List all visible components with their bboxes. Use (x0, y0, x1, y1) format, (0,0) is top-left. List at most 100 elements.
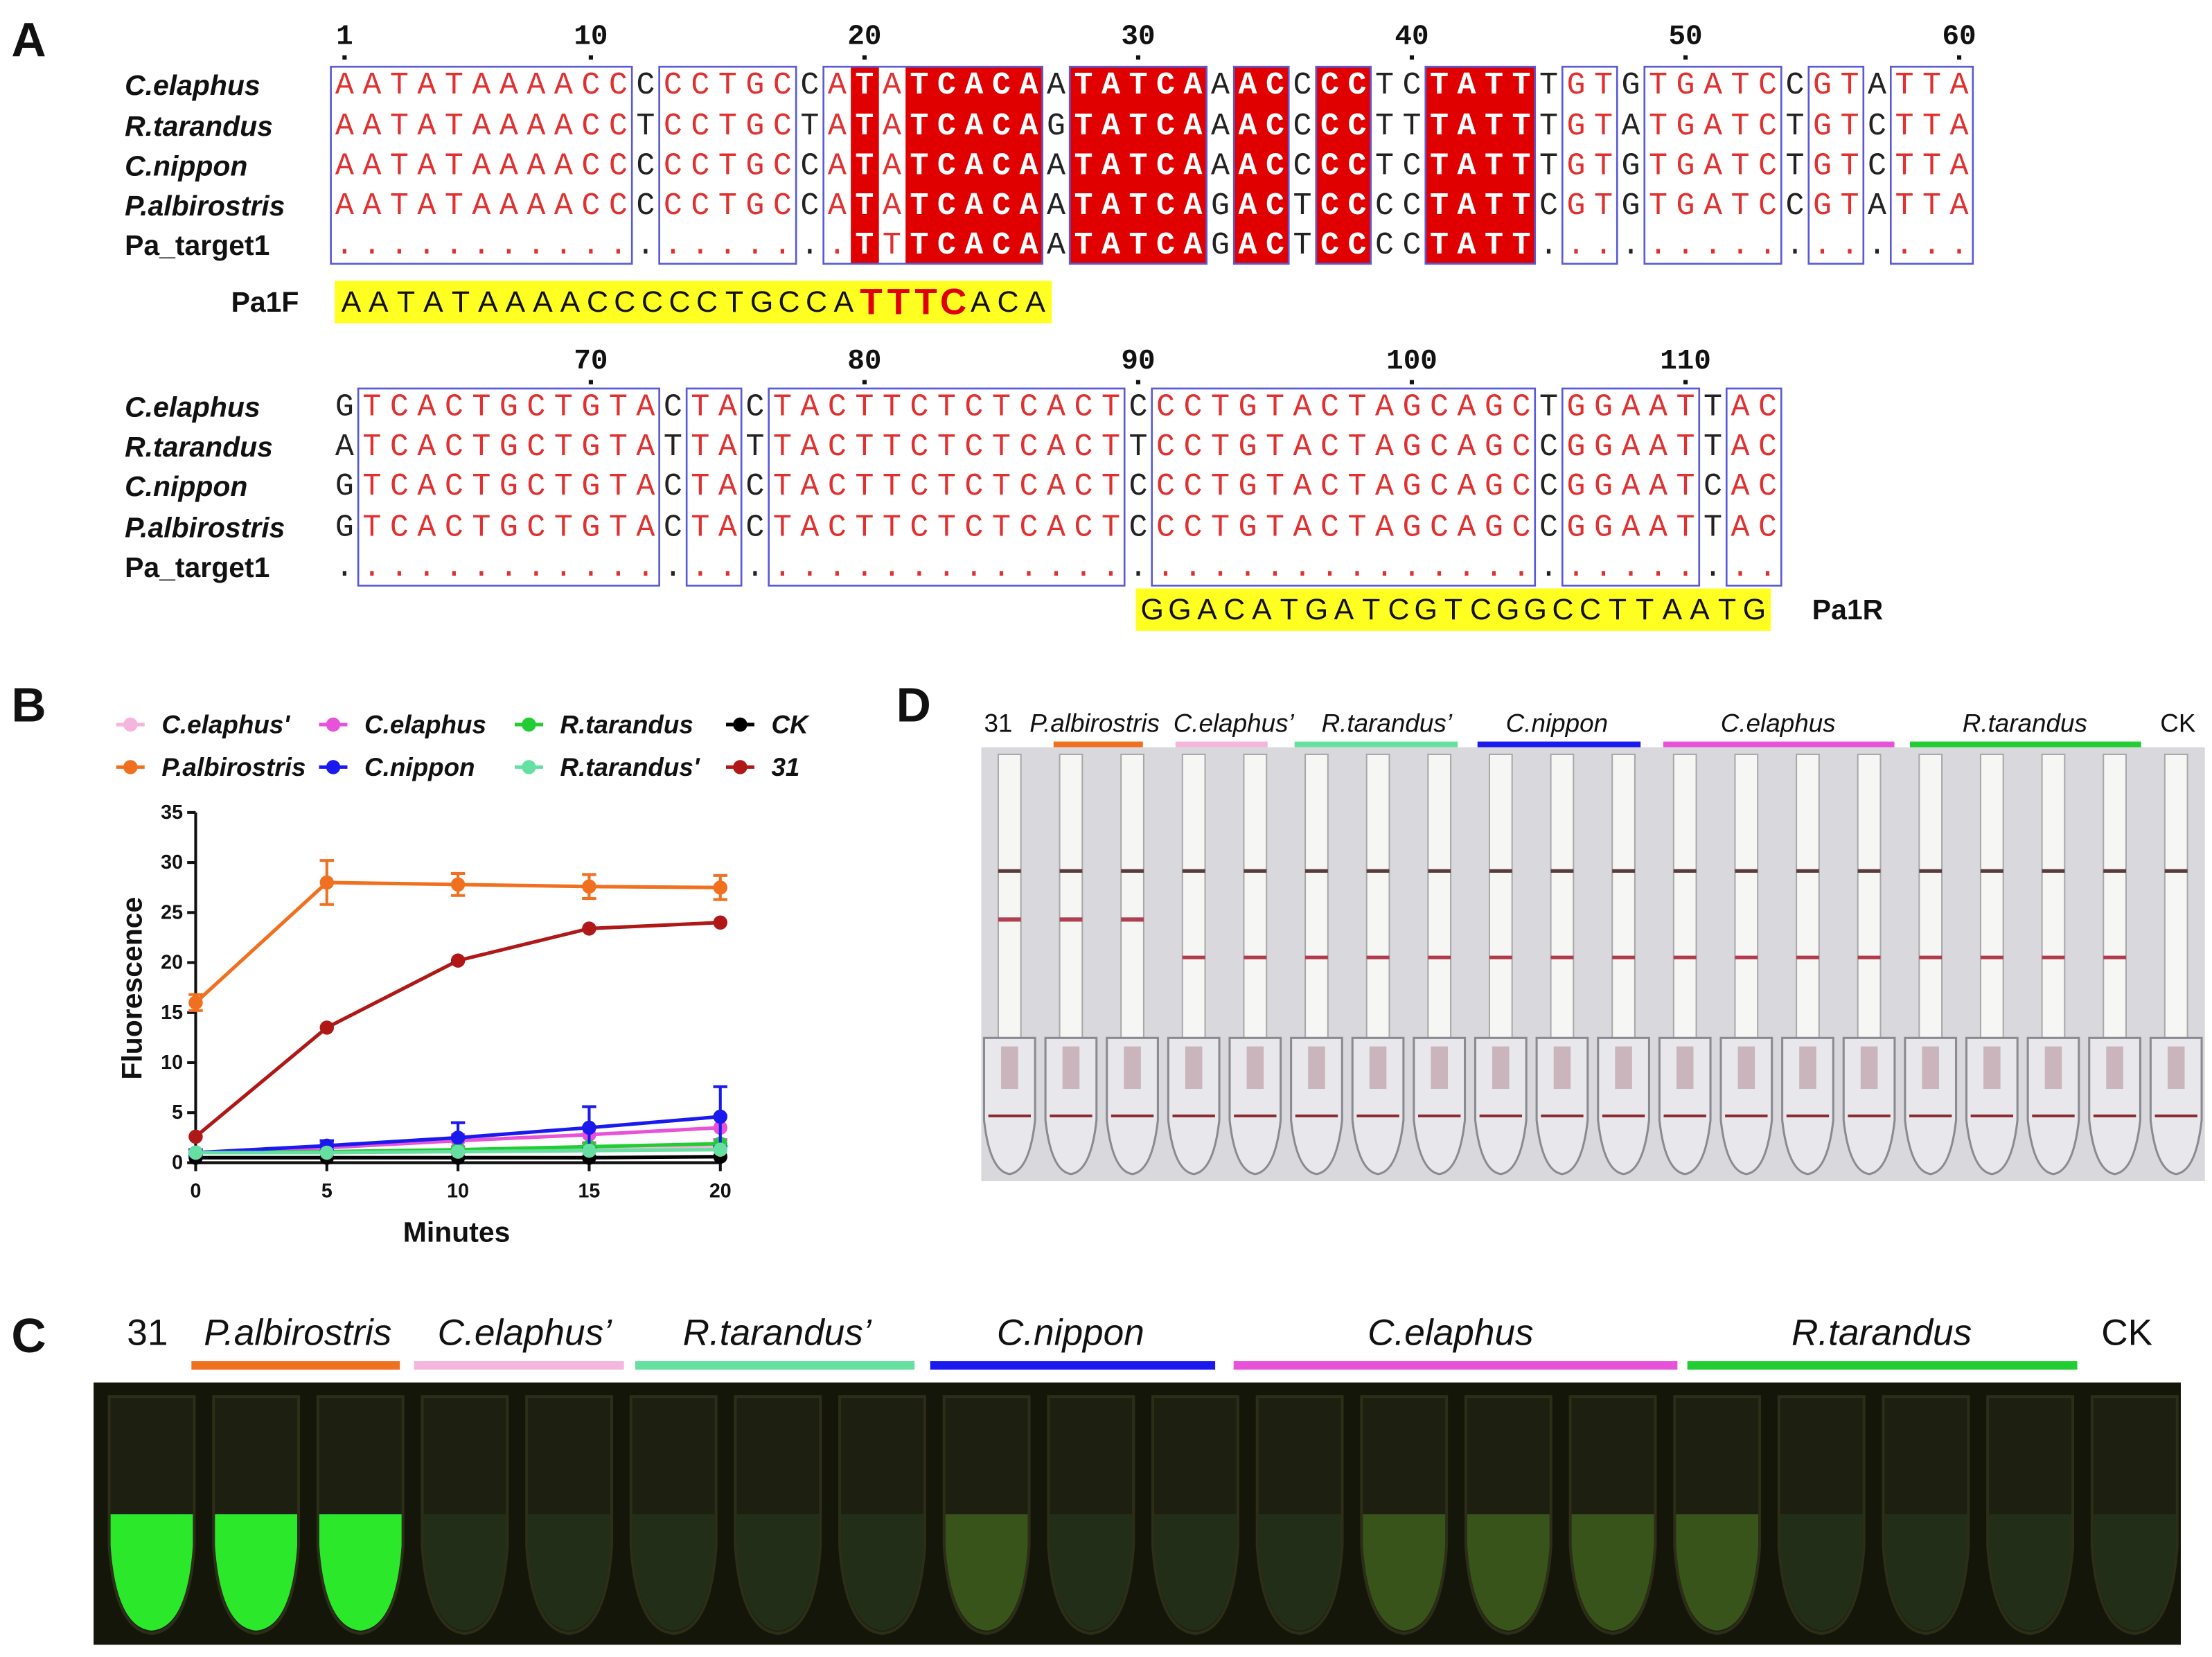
strip (1120, 753, 1144, 1053)
group-label: CK (2160, 709, 2196, 737)
strip-tube (1290, 1036, 1343, 1176)
y-tick-label: 10 (161, 1052, 183, 1074)
strip-tube (1413, 1036, 1467, 1176)
strip-tube (1658, 1036, 1712, 1176)
x-tick-label: 10 (447, 1180, 469, 1202)
sequence-name: R.tarandus (125, 110, 273, 142)
similarity-frame (1315, 65, 1372, 265)
control-line (1919, 869, 1943, 873)
group-label: R.tarandus’ (1322, 709, 1453, 737)
data-point (188, 1145, 203, 1160)
sequence-name: C.elaphus (125, 391, 260, 423)
strip-tube (1597, 1036, 1650, 1176)
ruler-tick (862, 55, 867, 60)
legend-swatch (733, 760, 747, 774)
ruler-label: 110 (1660, 346, 1711, 378)
data-point (582, 1120, 596, 1135)
group-label: R.tarandus’ (683, 1313, 872, 1354)
strip-label (1615, 1046, 1632, 1089)
test-line (1489, 955, 1512, 959)
test-line (1612, 955, 1635, 959)
identity-shade (1015, 67, 1043, 264)
similarity-frame (1561, 65, 1618, 265)
primer-sequence: AATATAAAACCCCCTGCCA (342, 285, 854, 319)
strip-label (1983, 1046, 2001, 1089)
strip-tube (2149, 1036, 2203, 1176)
control-line (1857, 869, 1881, 873)
strip-tube (1842, 1036, 1896, 1176)
group-label: P.albirostris (204, 1313, 391, 1354)
strip (1365, 753, 1390, 1053)
test-line (1550, 955, 1574, 959)
strip-label (1062, 1046, 1080, 1089)
similarity-frame (1068, 65, 1208, 265)
group-label: C.nippon (997, 1313, 1144, 1354)
group-underline (1663, 741, 1895, 747)
strip-label (1246, 1046, 1264, 1089)
ruler-tick (1683, 55, 1688, 60)
data-point (450, 877, 466, 892)
group-underline (1687, 1361, 2078, 1370)
panel-label: A (11, 12, 46, 67)
strip (1672, 753, 1697, 1053)
y-tick-label: 35 (161, 801, 183, 824)
test-line (2042, 955, 2065, 959)
control-line (1673, 869, 1697, 873)
strip-label (2106, 1046, 2123, 1089)
legend-swatch (326, 760, 341, 774)
data-point (188, 1129, 203, 1144)
similarity-frame (822, 65, 1044, 265)
ruler-tick (1956, 55, 1962, 60)
strip (1918, 753, 1943, 1053)
ruler-tick (1409, 380, 1415, 384)
sequence-name: C.nippon (125, 470, 247, 502)
ruler-label: 60 (1942, 21, 1976, 53)
control-line (1550, 869, 1574, 873)
ruler-tick (862, 380, 867, 384)
strip-label (2167, 1046, 2185, 1089)
group-label: R.tarandus (1963, 709, 2087, 737)
legend-label: 31 (771, 753, 799, 781)
legend-swatch (522, 717, 536, 732)
strip-label (1431, 1046, 1448, 1089)
legend-label: C.elaphus (364, 710, 486, 738)
group-label: C.elaphus’ (438, 1313, 613, 1354)
similarity-frame (685, 387, 743, 587)
strip-tube (1904, 1036, 1958, 1176)
strip (1304, 753, 1329, 1053)
tube-liquid (1676, 1514, 1759, 1631)
tube-liquid (736, 1514, 820, 1631)
control-line (1244, 869, 1267, 873)
tube-liquid (1780, 1514, 1863, 1631)
identity-shade (1453, 67, 1481, 264)
control-line (2103, 869, 2126, 873)
control-line (1489, 869, 1512, 873)
legend-label: C.elaphus' (161, 710, 290, 738)
control-line (1980, 869, 2003, 873)
strip-label (1308, 1046, 1325, 1089)
tube-liquid (319, 1514, 402, 1631)
test-line (1121, 917, 1144, 922)
primer-sequence: ACA (971, 285, 1045, 319)
similarity-frame (658, 65, 797, 265)
control-line (1121, 869, 1144, 873)
data-point (319, 875, 335, 890)
identity-shade (1124, 67, 1153, 264)
strip-tube (1044, 1036, 1098, 1176)
y-tick-label: 25 (161, 901, 183, 923)
control-line (1428, 869, 1451, 873)
identity-shade (851, 67, 879, 264)
tube-liquid (1154, 1514, 1237, 1631)
x-axis-label: Minutes (403, 1216, 511, 1248)
strip-tube (1719, 1036, 1773, 1176)
control-line (1059, 869, 1083, 873)
control-line (2164, 869, 2188, 873)
primer-highlight (1135, 588, 1771, 631)
data-point (582, 879, 596, 894)
legend-swatch (733, 717, 747, 732)
identity-shade (960, 67, 989, 264)
